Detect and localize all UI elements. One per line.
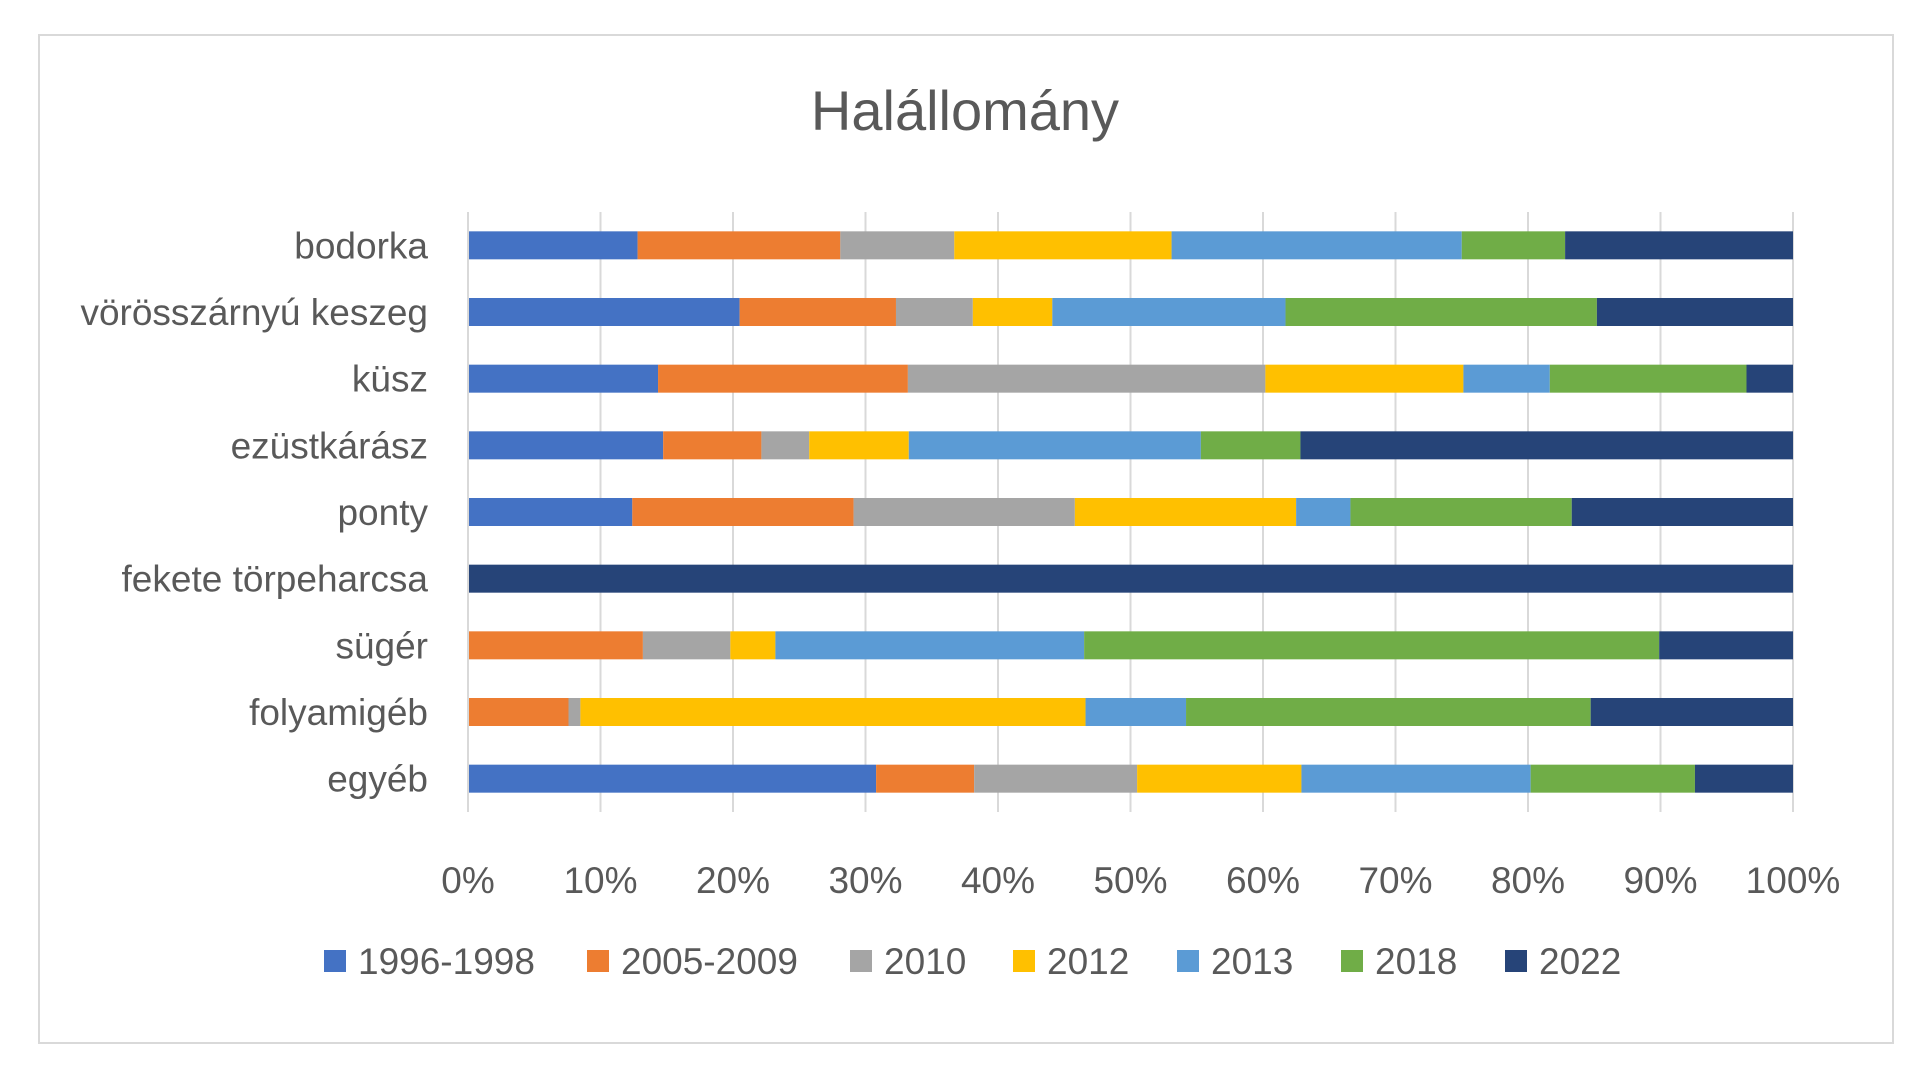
bar-segment — [1549, 364, 1747, 393]
bar-segment — [468, 631, 643, 660]
x-tick-label: 20% — [696, 860, 770, 901]
bar-segment — [642, 631, 731, 660]
legend-swatch — [324, 950, 346, 972]
bar-segment — [1296, 498, 1351, 526]
legend-label: 2012 — [1047, 941, 1129, 982]
bar-segment — [1200, 431, 1301, 460]
bar-segment — [1659, 631, 1793, 660]
bar-segment — [1084, 631, 1660, 660]
bar-segment — [853, 498, 1075, 526]
x-tick-label: 90% — [1623, 860, 1697, 901]
legend-swatch — [1177, 950, 1199, 972]
legend-label: 1996-1998 — [358, 941, 535, 982]
bar-segment — [895, 298, 973, 326]
bar-segment — [468, 498, 633, 526]
x-tick-label: 30% — [828, 860, 902, 901]
bar-segment — [1052, 298, 1286, 326]
bar-segment — [1565, 231, 1793, 260]
chart-title: Halállomány — [810, 79, 1120, 142]
x-tick-label: 60% — [1226, 860, 1300, 901]
bar-segment — [468, 431, 664, 460]
bar-segment — [1265, 364, 1464, 393]
legend-label: 2013 — [1211, 941, 1293, 982]
bar-segment — [1301, 764, 1531, 793]
category-label: fekete törpeharcsa — [122, 559, 429, 600]
category-label: ezüstkárász — [231, 425, 428, 466]
bar-segment — [1074, 498, 1297, 526]
bar-segment — [1571, 498, 1793, 526]
category-label: vörösszárnyú keszeg — [80, 292, 428, 333]
bar-segment — [468, 231, 638, 260]
bar-segment — [468, 298, 740, 326]
legend-swatch — [850, 950, 872, 972]
bar-segment — [1300, 431, 1793, 460]
bar-segment — [974, 764, 1138, 793]
legend-label: 2010 — [884, 941, 966, 982]
x-tick-label: 0% — [441, 860, 494, 901]
category-label: egyéb — [327, 759, 428, 800]
bar-segment — [954, 231, 1172, 260]
bar-segment — [468, 764, 877, 793]
category-label: ponty — [337, 492, 428, 533]
bar-segment — [1085, 698, 1187, 726]
bar-segment — [1590, 698, 1793, 726]
bar-segment — [972, 298, 1053, 326]
x-tick-label: 50% — [1093, 860, 1167, 901]
chart-frame — [38, 34, 1894, 1044]
bar-segment — [1694, 764, 1793, 793]
legend-label: 2022 — [1539, 941, 1621, 982]
bar-segment — [761, 431, 810, 460]
category-label: küsz — [352, 359, 428, 400]
bar-segment — [1137, 764, 1302, 793]
legend-swatch — [1341, 950, 1363, 972]
bar-segment — [637, 231, 841, 260]
bar-segment — [876, 764, 975, 793]
bar-segment — [840, 231, 955, 260]
x-tick-label: 40% — [961, 860, 1035, 901]
bar-segment — [632, 498, 854, 526]
category-label: sügér — [335, 625, 428, 666]
bar-segment — [468, 698, 569, 726]
category-label: folyamigéb — [249, 692, 428, 733]
x-tick-label: 10% — [563, 860, 637, 901]
bar-segment — [775, 631, 1085, 660]
bar-segment — [730, 631, 776, 660]
bar-segment — [468, 564, 1793, 593]
legend-swatch — [1505, 950, 1527, 972]
bar-segment — [658, 364, 908, 393]
bar-segment — [580, 698, 1086, 726]
legend-label: 2005-2009 — [621, 941, 798, 982]
bar-segment — [1285, 298, 1597, 326]
legend-swatch — [1013, 950, 1035, 972]
bar-segment — [1530, 764, 1695, 793]
category-label: bodorka — [294, 225, 428, 266]
bar-segment — [568, 698, 581, 726]
x-tick-label: 70% — [1358, 860, 1432, 901]
bar-segment — [1596, 298, 1793, 326]
x-tick-label: 80% — [1491, 860, 1565, 901]
bar-segment — [1463, 364, 1550, 393]
legend-label: 2018 — [1375, 941, 1457, 982]
bar-segment — [809, 431, 909, 460]
bar-segment — [1171, 231, 1462, 260]
bar-segment — [908, 431, 1201, 460]
bar-segment — [1186, 698, 1591, 726]
legend-swatch — [587, 950, 609, 972]
bar-segment — [907, 364, 1266, 393]
bar-segment — [1350, 498, 1572, 526]
bar-segment — [468, 364, 659, 393]
bar-segment — [663, 431, 762, 460]
bar-segment — [739, 298, 896, 326]
x-tick-label: 100% — [1746, 860, 1841, 901]
bar-segment — [1461, 231, 1566, 260]
bar-segment — [1746, 364, 1793, 393]
